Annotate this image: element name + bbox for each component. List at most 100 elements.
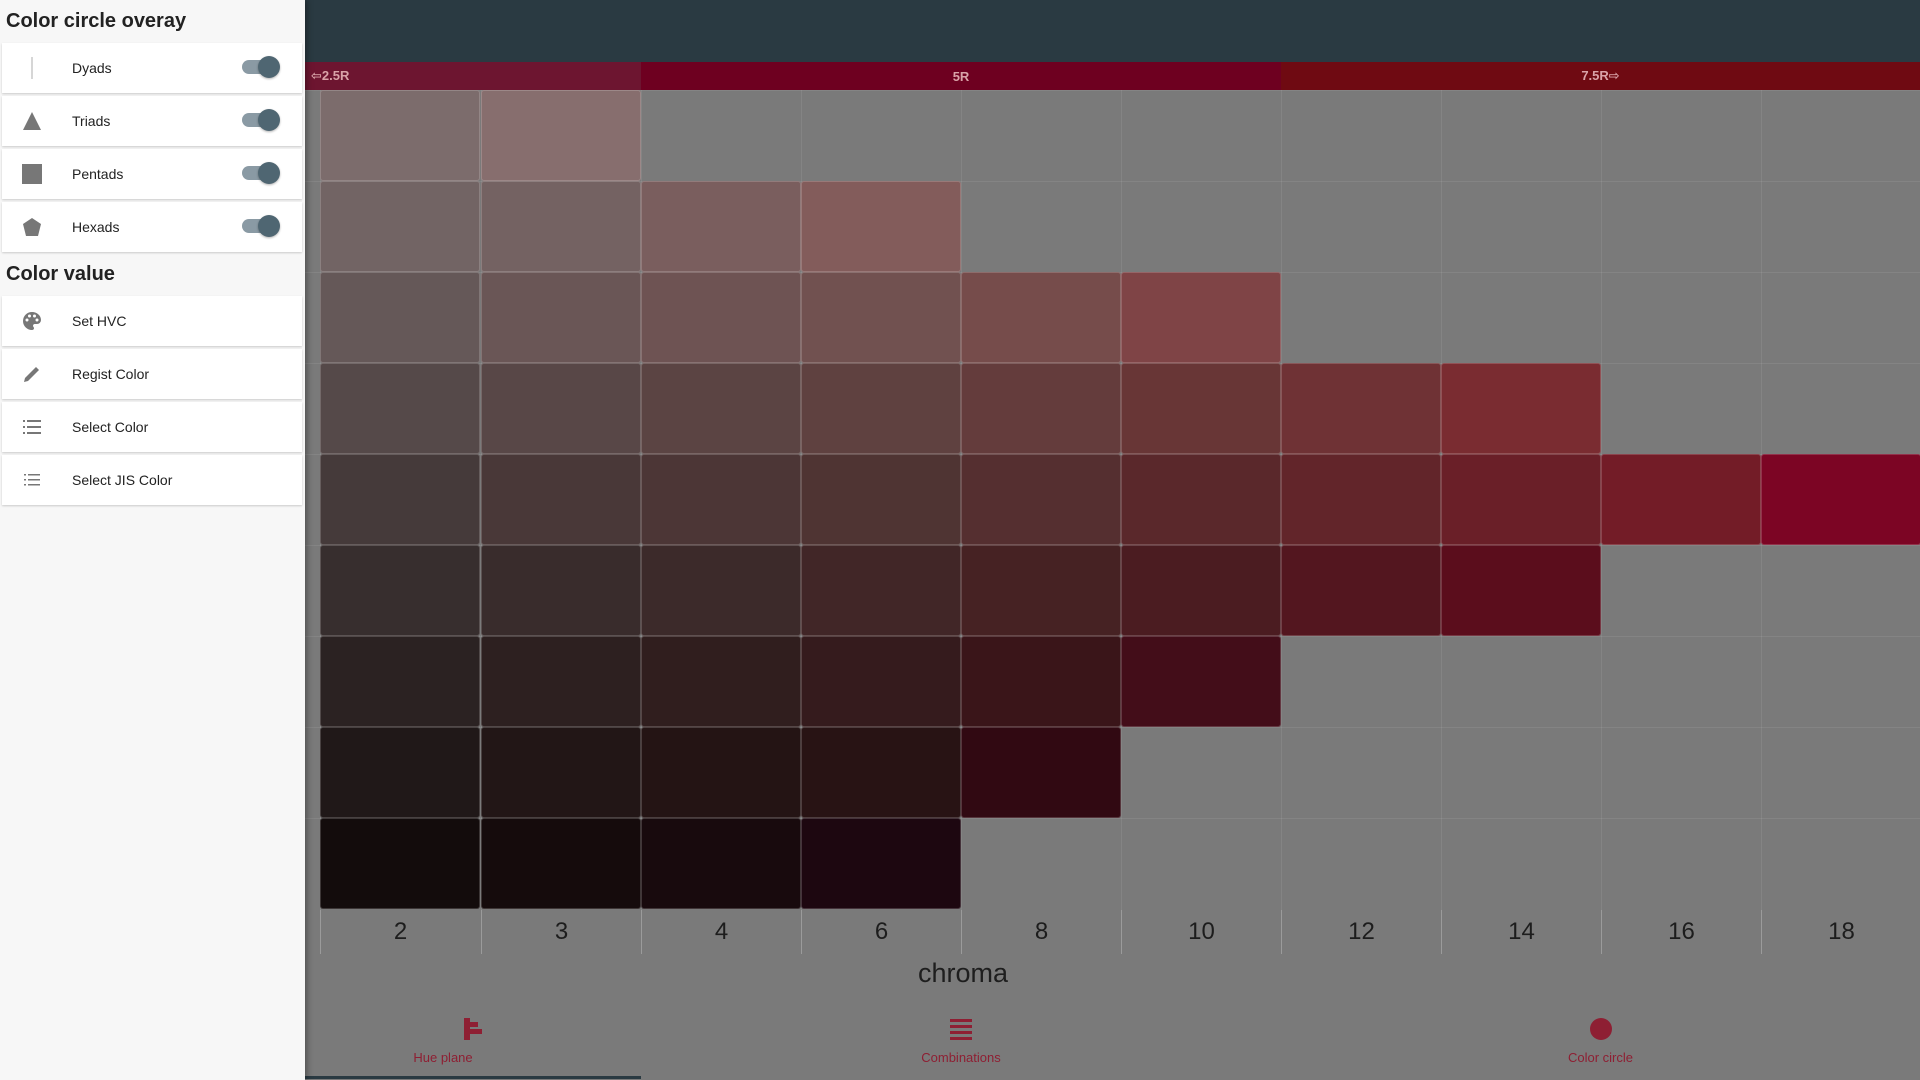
color-chip[interactable] (320, 545, 480, 636)
palette-icon (4, 309, 60, 333)
value-item-label: Regist Color (72, 366, 150, 382)
nav-combinations[interactable]: Combinations (641, 1000, 1281, 1080)
triangle-icon (4, 109, 60, 133)
color-chip[interactable] (641, 545, 801, 636)
color-chip[interactable] (1441, 545, 1601, 636)
color-chip[interactable] (801, 545, 961, 636)
overlay-section-title: Color circle overay (6, 10, 187, 32)
color-chip[interactable] (1121, 454, 1281, 545)
color-chip[interactable] (481, 636, 641, 727)
chroma-tick: 12 (1281, 910, 1441, 954)
color-chip[interactable] (961, 545, 1121, 636)
color-chip[interactable] (1281, 363, 1441, 454)
color-chip[interactable] (481, 727, 641, 818)
color-chip[interactable] (801, 727, 961, 818)
pentagon-icon (4, 215, 60, 239)
color-chip[interactable] (320, 363, 480, 454)
color-chip[interactable] (481, 818, 641, 909)
nav-hue-plane-label: Hue plane (413, 1049, 473, 1065)
overlay-item-label: Triads (72, 113, 111, 129)
hue-prev-label: ⇦2.5R (311, 68, 350, 83)
color-chip[interactable] (961, 363, 1121, 454)
hue-current-label: 5R (952, 68, 970, 84)
color-chip[interactable] (801, 454, 961, 545)
value-item-select-jis-color[interactable]: Select JIS Color (2, 455, 302, 505)
value-item-regist-color[interactable]: Regist Color (2, 349, 302, 399)
color-chip[interactable] (1121, 272, 1281, 363)
nav-color-circle[interactable]: Color circle (1281, 1000, 1920, 1080)
grid-line (305, 818, 1920, 819)
list-icon (4, 415, 60, 439)
hue-prev-button[interactable]: ⇦2.5R (305, 62, 641, 90)
color-chip[interactable] (320, 636, 480, 727)
color-chip[interactable] (641, 727, 801, 818)
overlay-item-hexads[interactable]: Hexads (2, 202, 302, 252)
color-chip[interactable] (1441, 454, 1601, 545)
color-chip[interactable] (961, 636, 1121, 727)
color-chip[interactable] (641, 636, 801, 727)
bottom-navigation: Hue plane Combinations Color circle (0, 1000, 1920, 1080)
color-chip[interactable] (320, 181, 480, 272)
side-drawer: Color circle overay Dyads Triads Pentads… (0, 0, 305, 1080)
overlay-item-label: Dyads (72, 60, 112, 76)
chroma-tick: 14 (1441, 910, 1601, 954)
value-item-label: Set HVC (72, 313, 127, 329)
color-chip[interactable] (801, 181, 961, 272)
color-chip[interactable] (801, 636, 961, 727)
color-chip[interactable] (641, 454, 801, 545)
overlay-item-pentads[interactable]: Pentads (2, 149, 302, 199)
color-chip[interactable] (320, 90, 480, 181)
color-chip[interactable] (481, 545, 641, 636)
value-item-set-hvc[interactable]: Set HVC (2, 296, 302, 346)
pencil-icon (4, 362, 60, 386)
value-item-select-color[interactable]: Select Color (2, 402, 302, 452)
color-chip[interactable] (1121, 545, 1281, 636)
color-chip[interactable] (961, 454, 1121, 545)
color-chip[interactable] (481, 90, 641, 181)
grid-line (305, 90, 1920, 91)
hue-current: 5R (641, 62, 1281, 90)
dyads-toggle[interactable] (242, 56, 280, 78)
color-chip[interactable] (961, 727, 1121, 818)
color-chip[interactable] (641, 363, 801, 454)
hue-plane-icon (464, 1017, 482, 1040)
color-chip[interactable] (1601, 454, 1761, 545)
color-chip[interactable] (1761, 454, 1920, 545)
color-chip[interactable] (961, 272, 1121, 363)
chroma-axis: 2 3 4 6 8 10 12 14 16 18 (0, 910, 1920, 954)
color-chip[interactable] (1121, 636, 1281, 727)
color-chip[interactable] (801, 363, 961, 454)
color-chip[interactable] (641, 181, 801, 272)
color-chip[interactable] (1281, 545, 1441, 636)
hexads-toggle[interactable] (242, 215, 280, 237)
color-chip[interactable] (481, 363, 641, 454)
overlay-item-triads[interactable]: Triads (2, 96, 302, 146)
color-chip[interactable] (320, 818, 480, 909)
hue-next-button[interactable]: 7.5R⇨ (1281, 62, 1920, 90)
color-chip[interactable] (1121, 363, 1281, 454)
grid-line (305, 181, 1920, 182)
color-chip[interactable] (801, 818, 961, 909)
value-item-label: Select Color (72, 419, 149, 435)
color-chip[interactable] (1441, 363, 1601, 454)
color-chip[interactable] (1281, 454, 1441, 545)
overlay-item-dyads[interactable]: Dyads (2, 43, 302, 93)
color-chip[interactable] (641, 818, 801, 909)
color-chip[interactable] (320, 454, 480, 545)
color-chip[interactable] (481, 272, 641, 363)
triads-toggle[interactable] (242, 109, 280, 131)
color-circle-icon (1589, 1017, 1612, 1040)
color-chip[interactable] (801, 272, 961, 363)
list-icon (4, 468, 60, 492)
combinations-icon (950, 1018, 972, 1040)
nav-hue-plane[interactable]: Hue plane (305, 1000, 641, 1080)
chroma-tick: 3 (481, 910, 641, 954)
color-chip[interactable] (320, 272, 480, 363)
color-chip[interactable] (641, 272, 801, 363)
line-icon (4, 56, 60, 80)
color-chip[interactable] (320, 727, 480, 818)
chroma-tick: 8 (961, 910, 1121, 954)
pentads-toggle[interactable] (242, 162, 280, 184)
color-chip[interactable] (481, 454, 641, 545)
color-chip[interactable] (481, 181, 641, 272)
